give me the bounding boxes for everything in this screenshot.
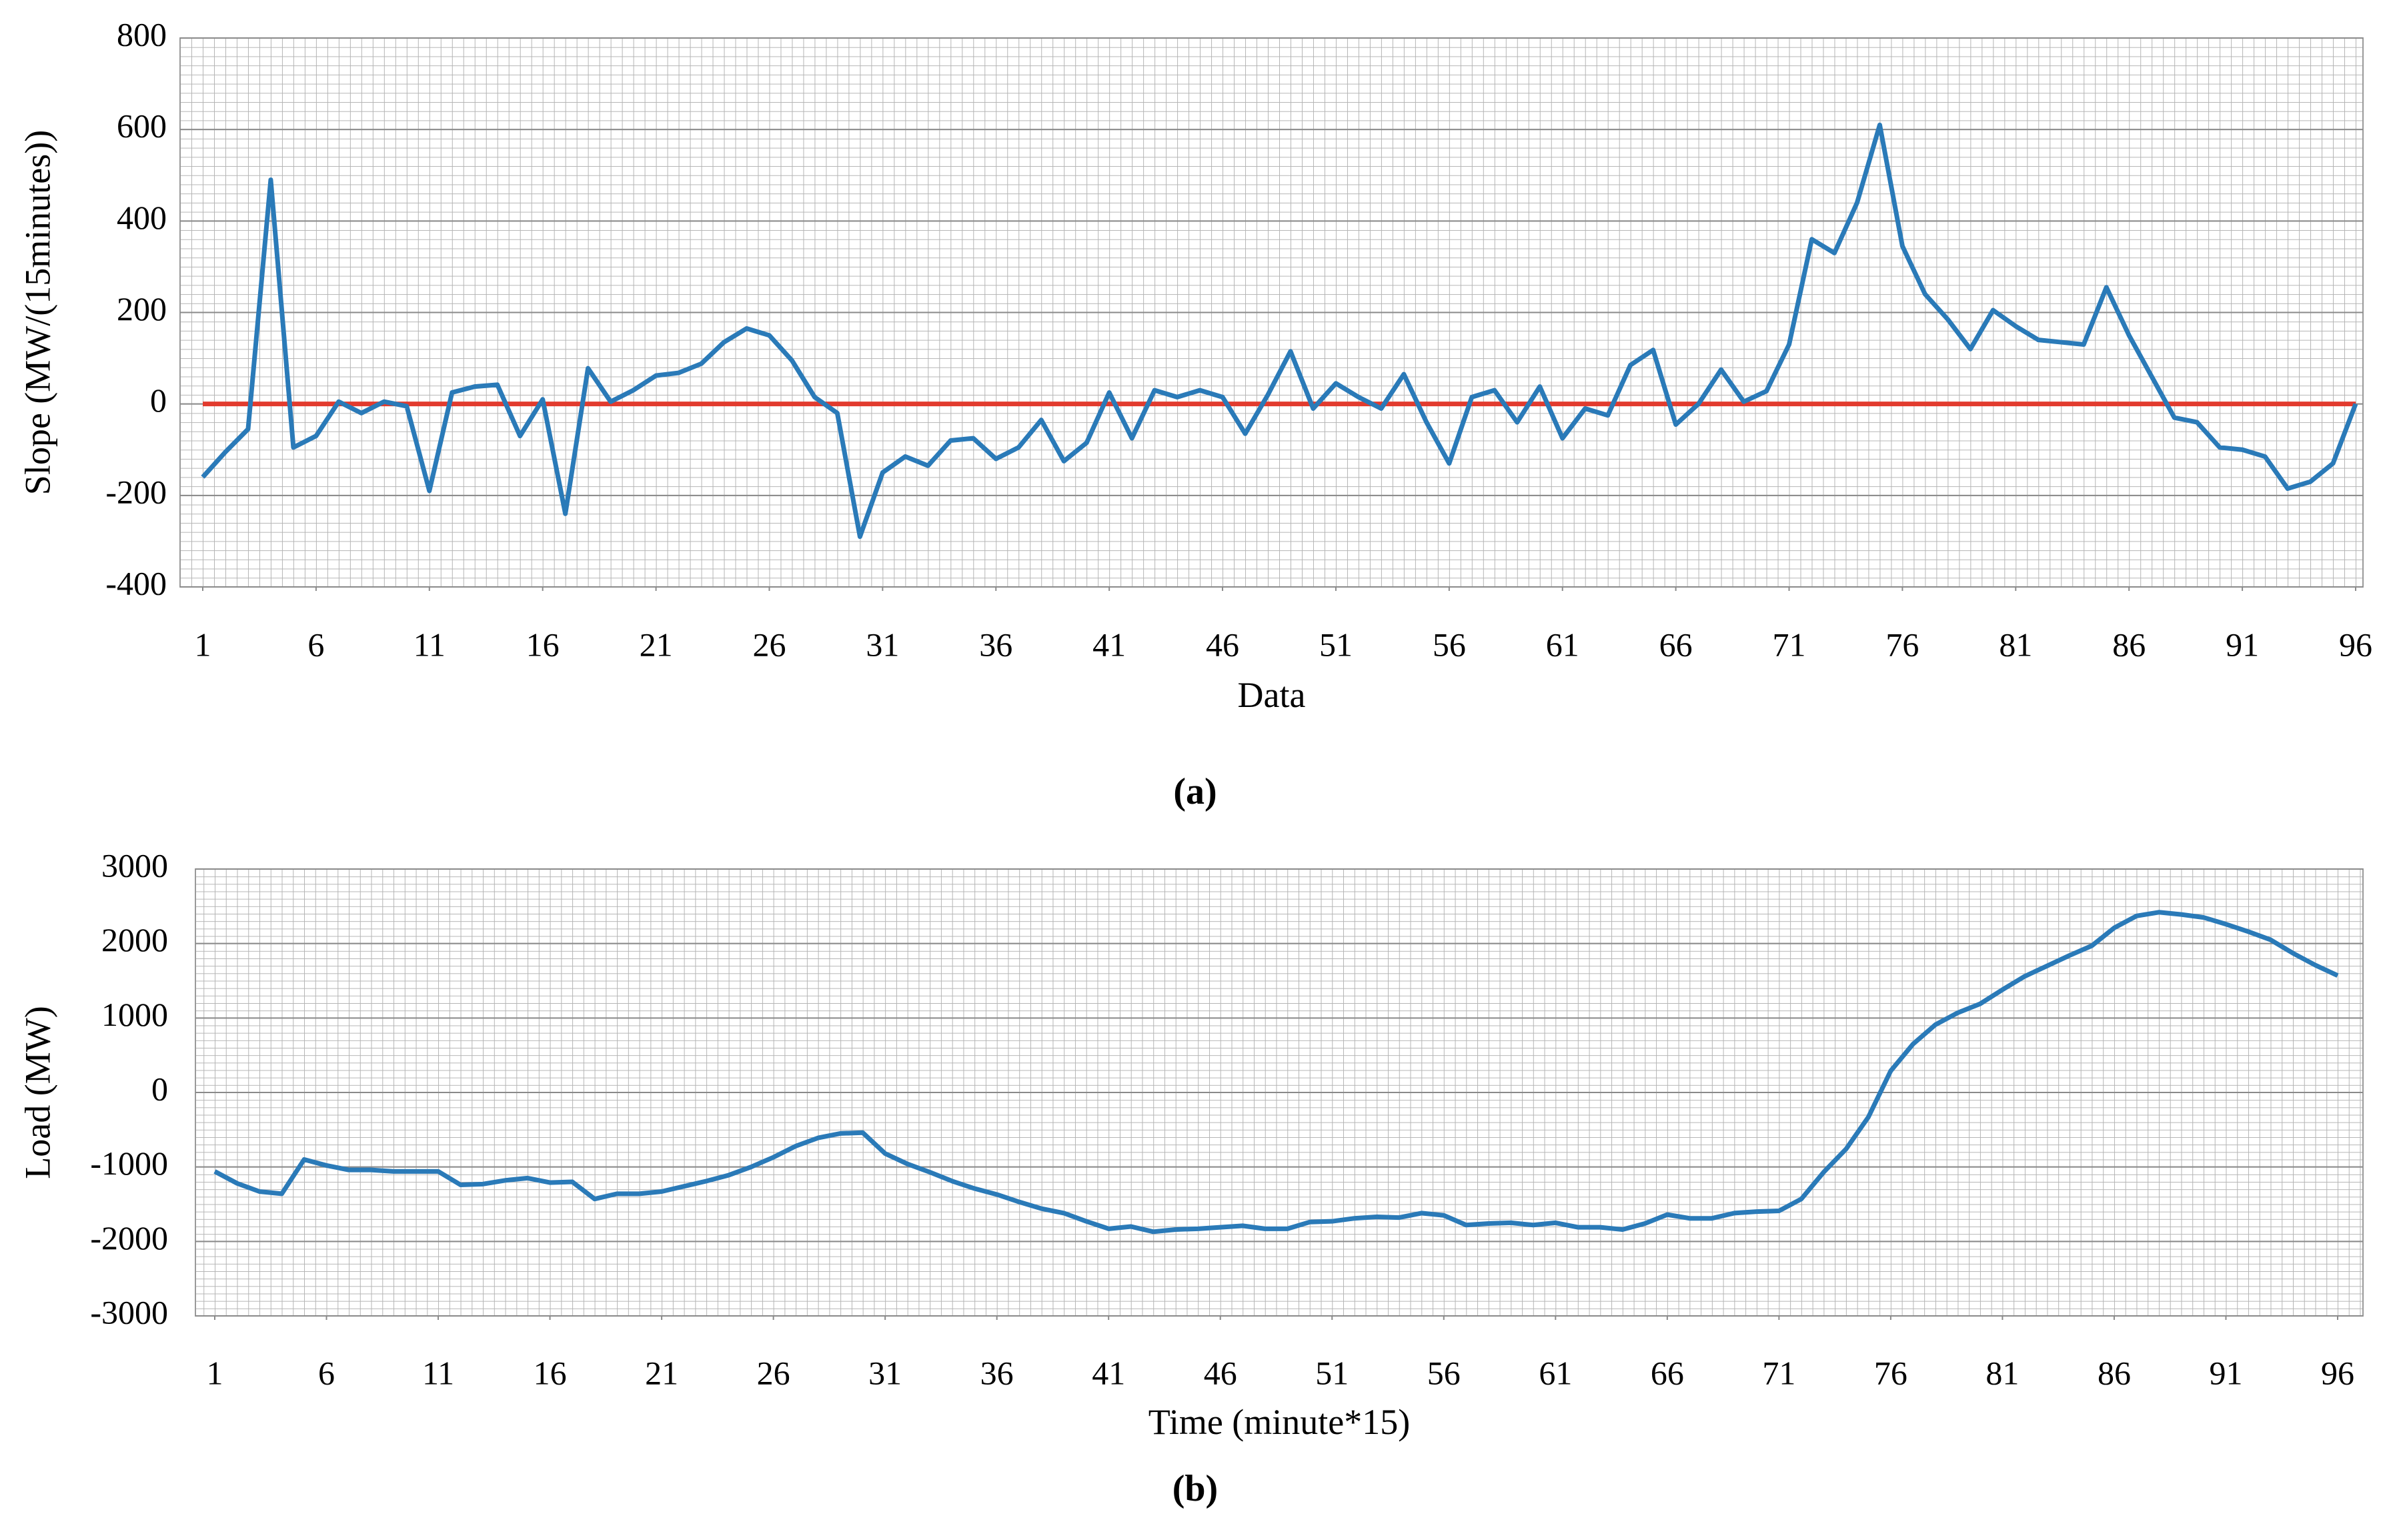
y-tick-label: 3000 — [101, 846, 168, 884]
y-tick-label: -400 — [105, 564, 167, 602]
x-tick-label: 1 — [207, 1354, 223, 1391]
x-tick-label: 41 — [1092, 1354, 1125, 1391]
series-line — [213, 910, 2339, 1235]
x-tick-label: 11 — [422, 1354, 454, 1391]
y-tick-label: -3000 — [90, 1293, 168, 1331]
x-tick-label: 36 — [980, 1354, 1014, 1391]
x-axis-label: Data — [1238, 675, 1306, 715]
y-tick-label: -1000 — [90, 1144, 168, 1182]
x-tick-label: 71 — [1773, 626, 1806, 663]
x-tick-label: 91 — [2209, 1354, 2242, 1391]
x-tick-label: 56 — [1427, 1354, 1461, 1391]
x-tick-label: 21 — [640, 626, 673, 663]
y-tick-label: 200 — [117, 290, 167, 327]
x-tick-label: 86 — [2112, 626, 2146, 663]
series-line — [201, 122, 2358, 540]
x-tick-label: 91 — [2226, 626, 2259, 663]
x-tick-label: 36 — [979, 626, 1012, 663]
x-tick-label: 56 — [1433, 626, 1466, 663]
y-tick-label: 600 — [117, 107, 167, 145]
x-tick-label: 46 — [1204, 1354, 1237, 1391]
x-tick-label: 46 — [1206, 626, 1239, 663]
x-tick-label: 1 — [195, 626, 211, 663]
x-axis-label: Time (minute*15) — [1148, 1402, 1411, 1442]
y-tick-label: 400 — [117, 199, 167, 236]
y-axis-label: Slope (MW/(15minutes)) — [17, 130, 57, 495]
y-tick-label: 2000 — [101, 921, 168, 958]
y-tick-label: 0 — [150, 381, 167, 419]
x-tick-label: 81 — [1985, 1354, 2019, 1391]
x-tick-label: 51 — [1319, 626, 1353, 663]
x-tick-label: 31 — [866, 626, 899, 663]
y-axis-label: Load (MW) — [17, 1006, 57, 1179]
x-tick-label: 66 — [1651, 1354, 1684, 1391]
x-tick-label: 16 — [526, 626, 560, 663]
x-tick-label: 51 — [1315, 1354, 1349, 1391]
x-tick-label: 41 — [1092, 626, 1126, 663]
x-tick-label: 6 — [318, 1354, 335, 1391]
caption: (a) — [1173, 771, 1217, 812]
x-tick-label: 81 — [1999, 626, 2032, 663]
x-tick-label: 61 — [1539, 1354, 1572, 1391]
x-tick-label: 76 — [1874, 1354, 1907, 1391]
x-tick-label: 26 — [752, 626, 786, 663]
y-tick-label: 0 — [151, 1070, 168, 1107]
x-tick-label: 86 — [2098, 1354, 2131, 1391]
x-tick-label: 66 — [1659, 626, 1693, 663]
x-tick-label: 31 — [868, 1354, 902, 1391]
y-tick-label: -200 — [105, 473, 167, 510]
x-tick-label: 96 — [2321, 1354, 2354, 1391]
caption: (b) — [1172, 1468, 1218, 1509]
x-tick-label: 61 — [1546, 626, 1579, 663]
x-tick-label: 26 — [757, 1354, 790, 1391]
x-tick-label: 76 — [1885, 626, 1919, 663]
x-tick-label: 16 — [534, 1354, 567, 1391]
y-tick-label: -2000 — [90, 1219, 168, 1257]
x-tick-label: 6 — [307, 626, 324, 663]
y-tick-label: 1000 — [101, 996, 168, 1033]
x-tick-label: 11 — [414, 626, 446, 663]
x-tick-label: 71 — [1762, 1354, 1795, 1391]
y-tick-label: 800 — [117, 15, 167, 53]
x-tick-label: 21 — [645, 1354, 678, 1391]
x-tick-label: 96 — [2339, 626, 2372, 663]
